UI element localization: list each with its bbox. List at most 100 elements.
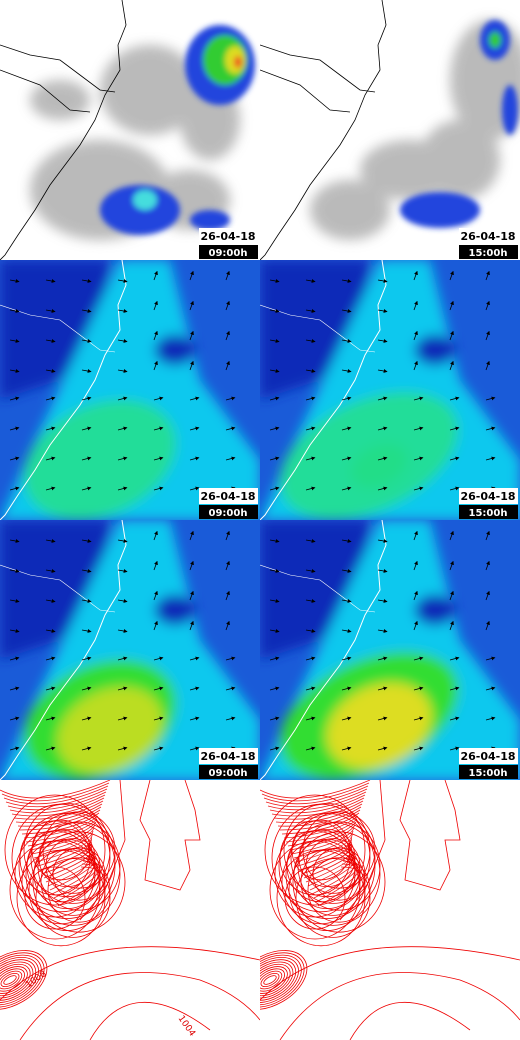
wind-arrow [45,569,56,573]
wind-arrow [189,426,200,431]
wind-arrow [225,426,236,431]
coastline [0,44,116,93]
wind-arrow [449,300,454,311]
wind-arrow [9,456,20,461]
wind-arrow [341,629,352,633]
date-label: 26-04-18 [460,750,515,763]
wind-arrow [341,486,352,491]
isobar [283,815,359,839]
wind-arrow [305,279,316,283]
wind-arrow [45,746,56,751]
wind-arrow [117,486,128,491]
precip-cell [100,185,180,235]
wind-arrow [485,656,496,661]
isobar [79,780,201,921]
wind-arrow [9,426,20,431]
wind-arrow [225,686,236,691]
wind-arrow [449,656,460,661]
wind-arrow [485,590,490,601]
isobar [260,972,280,988]
isobar [312,847,366,901]
isobar [19,972,260,1040]
panel-content [260,520,520,780]
isobar [295,833,353,863]
isobar [260,961,294,999]
wind-arrow [449,746,460,751]
border [260,304,376,353]
dark-cell [415,595,455,625]
isobar [260,950,308,1010]
wind-arrow [45,456,56,461]
wind-arrow [225,530,230,541]
wind-arrow [189,686,200,691]
wind-arrow [225,620,230,631]
wind-arrow [485,530,490,541]
isobar [0,956,39,1004]
coastline [0,520,127,780]
date-label: 26-04-18 [200,490,255,503]
wind-arrow [9,629,20,633]
wind-arrow [377,426,388,431]
wind-arrow [377,629,388,633]
wind-arrow [413,746,424,751]
date-label: 26-04-18 [460,490,515,503]
wind-arrow [189,300,194,311]
wind-arrow [413,686,424,691]
wind-arrow [305,569,316,573]
date-label: 26-04-18 [200,750,255,763]
cloud [420,120,500,200]
isobar [0,950,48,1010]
wind-arrow [9,396,20,401]
isobar [260,963,291,997]
wind-arrow [485,360,490,371]
time-box [199,245,258,259]
wind-arrow [153,396,164,401]
field [260,260,520,520]
wind-arrow [485,686,496,691]
wind-arrow [225,590,230,601]
wind-arrow [449,686,460,691]
wind-arrow [81,716,92,721]
isobar [35,833,93,863]
date-label: 26-04-18 [200,230,255,243]
wind-arrow [9,656,20,661]
wind-arrow [413,486,424,491]
wind-arrow [269,309,280,313]
isobar [89,1001,211,1040]
wind-arrow [341,569,352,573]
wind-arrow [225,656,236,661]
wind-arrow [189,560,194,571]
wind-arrow [449,716,460,721]
date-box [459,488,518,504]
isobar [0,780,111,799]
coastline [260,520,387,780]
time-box [199,765,258,779]
isobar [260,780,371,799]
wind-arrow [45,716,56,721]
wind [269,530,496,751]
isobar [23,815,99,839]
dark-cell [155,595,195,625]
wind-arrow [413,590,418,601]
coastline [260,44,376,93]
isobar [297,821,381,911]
warm-region [326,682,432,769]
wind-arrow [81,629,92,633]
wind-arrow [305,539,316,543]
wind-arrow [153,270,158,281]
time-label: 15:00h [469,768,508,779]
isobars [260,780,520,1040]
dark-cell [155,335,195,365]
isobar [260,956,299,1004]
coastline [260,0,387,260]
wind-arrow [81,369,92,373]
wind-arrow [413,530,418,541]
wind-arrow [153,746,164,751]
isobar [52,847,106,901]
wind-arrow [189,330,194,341]
isobar [15,803,103,823]
wind-arrow [269,426,280,431]
coastline [0,0,127,260]
wind-arrow [117,309,128,313]
wind-arrow [269,339,280,343]
